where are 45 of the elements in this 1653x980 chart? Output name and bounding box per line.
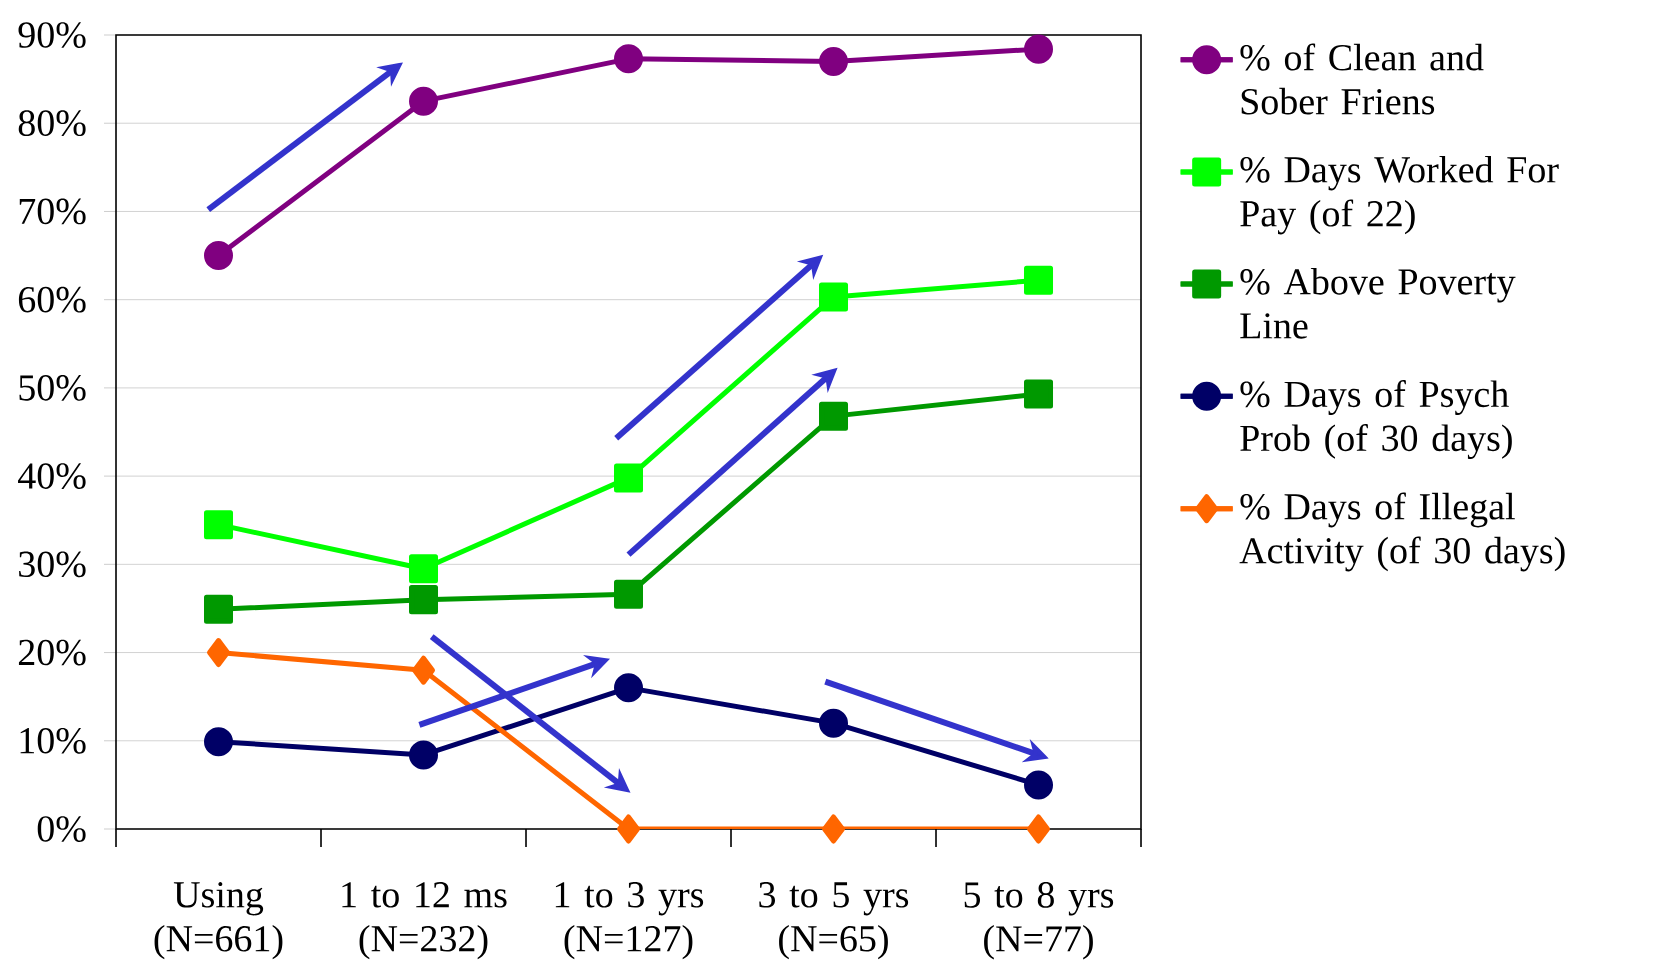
- y-tick-label: 20%: [18, 639, 86, 666]
- point: [204, 594, 233, 624]
- point: [207, 638, 230, 668]
- point: [409, 585, 438, 615]
- x-tick-label: Using (N=661): [154, 882, 283, 960]
- point: [614, 44, 643, 74]
- legend-label: % Days Worked For Pay (of 22): [1240, 155, 1559, 235]
- legend-label: % of Clean and Sober Friens: [1240, 43, 1484, 115]
- point: [409, 86, 438, 116]
- point: [412, 655, 436, 685]
- point: [617, 814, 641, 844]
- y-tick-label: 30%: [19, 551, 86, 578]
- y-tick-label: 90%: [18, 22, 86, 48]
- x-tick-label: 5 to 8 yrs (N=77): [964, 882, 1114, 960]
- y-tick-label: 70%: [19, 198, 86, 225]
- point: [1027, 814, 1051, 844]
- point: [819, 46, 849, 76]
- point: [409, 740, 438, 770]
- x-tick-label: 3 to 5 yrs (N=65): [759, 882, 909, 960]
- legend-label: % Days of Psych Prob (of 30 days): [1240, 380, 1512, 459]
- point: [1024, 379, 1054, 409]
- point: [204, 241, 233, 271]
- y-tick-label: 50%: [19, 375, 86, 401]
- y-tick-label: 40%: [18, 463, 86, 489]
- x-tick-label: 1 to 12 ms (N=232): [342, 882, 507, 960]
- point: [822, 814, 846, 844]
- point: [1024, 265, 1054, 295]
- point: [204, 510, 233, 540]
- y-tick-label: 10%: [20, 727, 86, 754]
- point: [409, 554, 438, 584]
- y-tick-label: 0%: [37, 816, 86, 842]
- x-tick-label: 1 to 3 yrs (N=127): [555, 882, 704, 960]
- point: [819, 282, 849, 312]
- point: [614, 673, 643, 703]
- point: [204, 727, 233, 757]
- point: [1024, 34, 1054, 64]
- point: [819, 401, 849, 431]
- point: [1024, 770, 1054, 800]
- point: [819, 708, 849, 738]
- point: [614, 463, 643, 493]
- legend-label: % Above Poverty Line: [1240, 267, 1516, 339]
- legend-label: % Days of Illegal Activity (of 30 days): [1239, 492, 1565, 572]
- point: [614, 579, 643, 609]
- y-tick-label: 60%: [18, 286, 86, 313]
- y-tick-label: 80%: [18, 110, 86, 137]
